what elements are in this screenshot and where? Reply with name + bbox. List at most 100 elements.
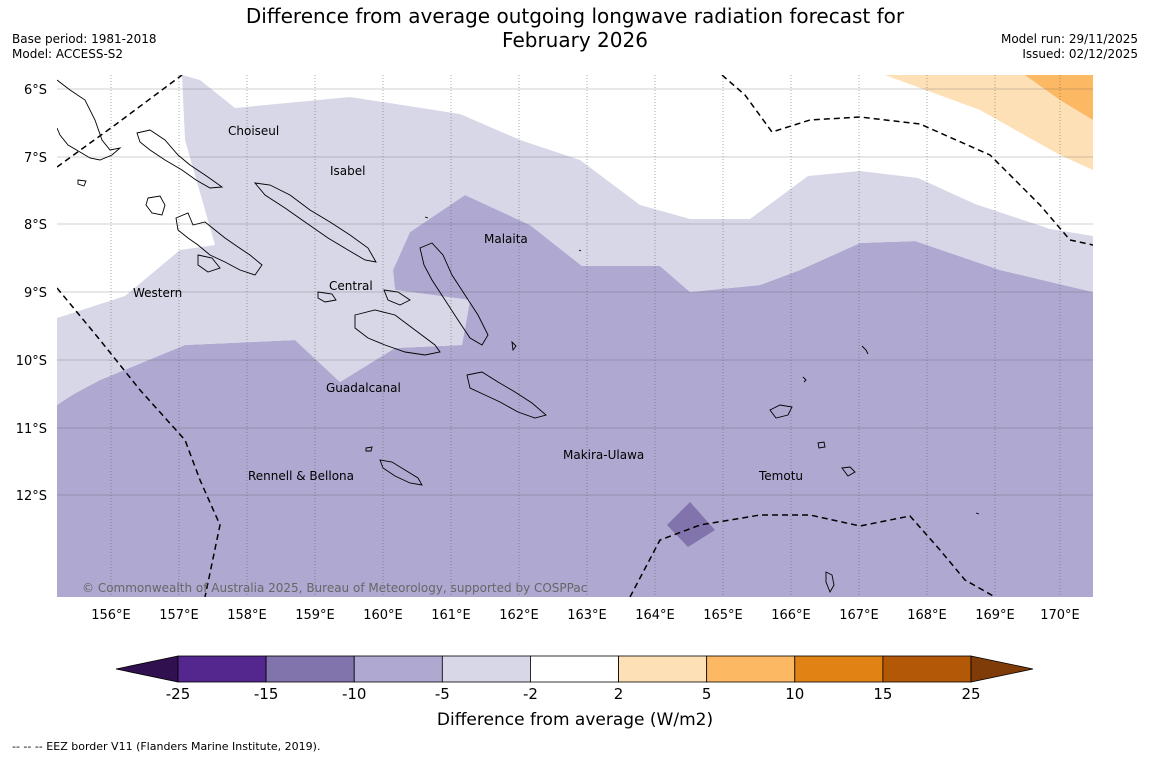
contour-fill-minus10-minus5 (57, 195, 1093, 597)
meta-left: Base period: 1981-2018 Model: ACCESS-S2 (12, 32, 157, 62)
lon-label: 167°E (839, 608, 879, 623)
label-rennell-bellona: Rennell & Bellona (248, 469, 354, 483)
lat-label: 11°S (16, 422, 47, 437)
map-title: Difference from average outgoing longwav… (0, 4, 1150, 52)
colorbar-segment (177, 655, 267, 683)
choiseul-island (136, 129, 224, 189)
label-malaita: Malaita (484, 232, 528, 246)
ontong-java-islet (424, 216, 429, 219)
colorbar: -25 -15 -10 -5 -2 2 5 10 15 25 (115, 655, 1034, 703)
lon-label: 159°E (295, 608, 335, 623)
colorbar-tick-label: 25 (961, 685, 980, 703)
anuta-island (975, 512, 980, 515)
colorbar-segment (265, 655, 355, 683)
bougainville-coast (57, 79, 122, 161)
label-makira-ulawa: Makira-Ulawa (563, 448, 644, 462)
lat-label: 8°S (24, 218, 47, 233)
label-western: Western (133, 286, 182, 300)
rennell-island (379, 459, 423, 486)
florida-islands (383, 289, 411, 306)
grid-lat (57, 88, 1093, 496)
colorbar-tick-label: -10 (342, 685, 367, 703)
colorbar-segment (882, 655, 972, 683)
duff-islands (861, 345, 869, 355)
colorbar-segment (794, 655, 884, 683)
lon-label: 158°E (227, 608, 267, 623)
colorbar-segment (353, 655, 443, 683)
guadalcanal-island (354, 309, 441, 356)
colorbar-tick-label: -15 (254, 685, 279, 703)
label-guadalcanal: Guadalcanal (326, 381, 401, 395)
santa-cruz-island (769, 404, 793, 419)
model-name: Model: ACCESS-S2 (12, 47, 124, 61)
tikopia-island (825, 571, 835, 594)
base-period: Base period: 1981-2018 (12, 32, 157, 46)
lon-label: 169°E (975, 608, 1015, 623)
lat-label: 9°S (24, 286, 47, 301)
lat-label: 7°S (24, 151, 47, 166)
colorbar-tick-label: 10 (785, 685, 804, 703)
makira-island (466, 371, 547, 419)
colorbar-extend-min (115, 655, 179, 683)
lat-label: 10°S (16, 354, 47, 369)
lat-label: 12°S (16, 489, 47, 504)
colorbar-segment (706, 655, 796, 683)
label-central: Central (329, 279, 373, 293)
label-temotu: Temotu (758, 469, 803, 483)
lon-label: 157°E (159, 608, 199, 623)
eez-footnote: -- -- -- EEZ border V11 (Flanders Marine… (12, 740, 321, 753)
ulawa-island (511, 340, 517, 352)
lon-label: 164°E (635, 608, 675, 623)
issued-date: Issued: 02/12/2025 (1022, 47, 1138, 61)
islands (57, 79, 980, 594)
label-isabel: Isabel (330, 164, 365, 178)
tinakula-island (802, 376, 807, 383)
map-area: © Commonwealth of Australia 2025, Bureau… (57, 75, 1093, 597)
shortland-island (77, 179, 87, 187)
label-choiseul: Choiseul (228, 124, 279, 138)
russell-islands (317, 291, 337, 303)
bellona-island (365, 446, 373, 452)
lon-label: 160°E (363, 608, 403, 623)
colorbar-title: Difference from average (W/m2) (436, 710, 714, 730)
colorbar-segment (618, 655, 708, 683)
malaita-island (419, 242, 489, 346)
meta-right: Model run: 29/11/2025 Issued: 02/12/2025 (1001, 32, 1138, 62)
colorbar-segment (441, 655, 531, 683)
lon-axis-labels: 156°E 157°E 158°E 159°E 160°E 161°E 162°… (91, 608, 1080, 623)
title-line-1: Difference from average outgoing longwav… (245, 4, 905, 28)
eez-borders (57, 75, 1093, 597)
copyright-notice: © Commonwealth of Australia 2025, Bureau… (82, 581, 587, 595)
grid-lon (110, 75, 1061, 597)
lon-label: 161°E (431, 608, 471, 623)
colorbar-tick-label: -5 (435, 685, 450, 703)
new-georgia (175, 212, 263, 276)
contour-fill-5-10 (1025, 75, 1093, 120)
model-run: Model run: 29/11/2025 (1000, 32, 1138, 46)
colorbar-tick-label: -2 (523, 685, 538, 703)
vella-lavella (145, 195, 166, 216)
lon-label: 170°E (1040, 608, 1080, 623)
colorbar-segment (530, 655, 619, 683)
sikaiana-island (578, 249, 582, 252)
contour-fill-minus15-minus10 (667, 502, 715, 547)
contour-fill-minus5-minus2 (57, 75, 1093, 405)
contour-fill-2-5 (885, 75, 1093, 170)
colorbar-tick-label: 5 (702, 685, 712, 703)
colorbar-tick-label: -25 (166, 685, 191, 703)
colorbar-tick-label: 2 (614, 685, 624, 703)
region-labels: Choiseul Isabel Malaita Western Central … (133, 124, 803, 483)
lon-label: 168°E (907, 608, 947, 623)
isabel-island (253, 182, 377, 263)
utupua-island (817, 441, 826, 449)
title-line-2: February 2026 (502, 28, 648, 52)
colorbar-extend-max (970, 655, 1034, 683)
colorbar-tick-label: 15 (873, 685, 892, 703)
rendova (197, 254, 221, 273)
lon-label: 165°E (703, 608, 743, 623)
lat-axis-labels: 6°S 7°S 8°S 9°S 10°S 11°S 12°S (16, 83, 47, 504)
lon-label: 162°E (499, 608, 539, 623)
lon-label: 156°E (91, 608, 131, 623)
lon-label: 166°E (771, 608, 811, 623)
